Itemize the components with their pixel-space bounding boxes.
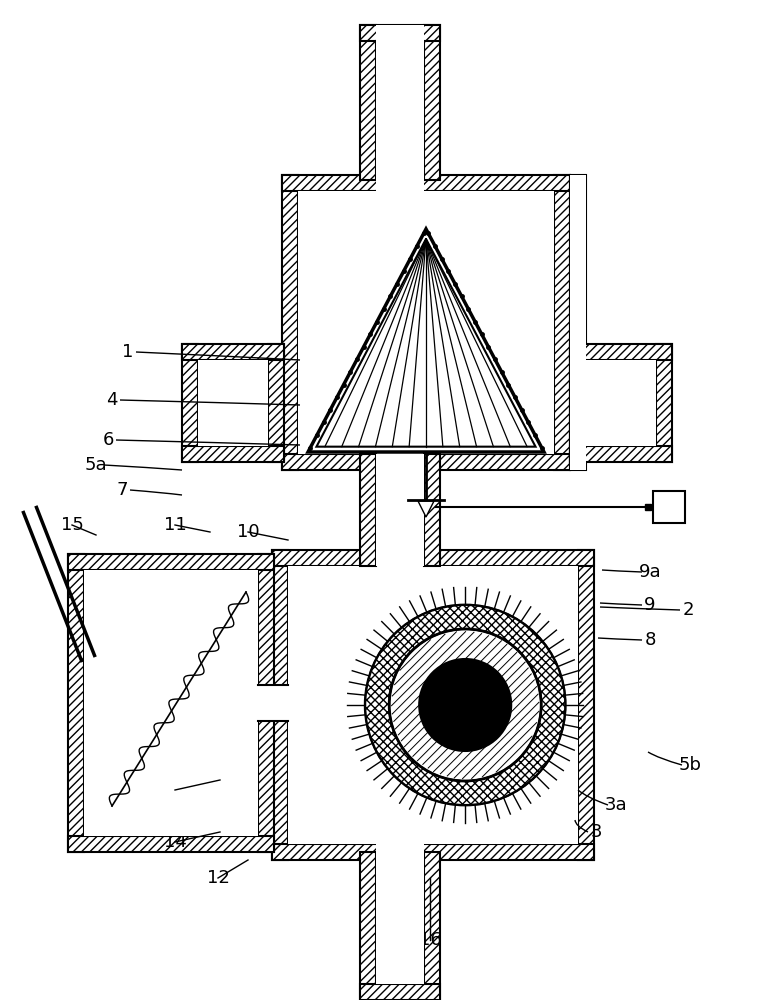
Bar bbox=[586, 360, 656, 446]
Bar bbox=[68, 554, 84, 852]
Bar bbox=[282, 175, 298, 470]
Polygon shape bbox=[316, 239, 536, 447]
Text: 1: 1 bbox=[122, 343, 134, 361]
Bar bbox=[257, 685, 289, 721]
Text: 2: 2 bbox=[682, 601, 694, 619]
Text: 7: 7 bbox=[116, 481, 128, 499]
Bar bbox=[424, 852, 440, 1000]
Bar bbox=[376, 454, 424, 566]
Bar bbox=[182, 344, 198, 462]
Text: 15: 15 bbox=[61, 516, 83, 534]
Bar bbox=[570, 175, 586, 470]
Bar bbox=[360, 25, 376, 180]
Text: 5a: 5a bbox=[85, 456, 107, 474]
Bar bbox=[570, 446, 672, 462]
Text: 3a: 3a bbox=[604, 796, 628, 814]
Bar bbox=[182, 344, 284, 360]
Text: 8: 8 bbox=[644, 631, 656, 649]
Bar bbox=[653, 491, 685, 523]
Text: 14: 14 bbox=[163, 833, 186, 851]
Bar bbox=[360, 852, 376, 1000]
Bar bbox=[376, 836, 424, 984]
Text: 13: 13 bbox=[163, 781, 186, 799]
Polygon shape bbox=[308, 229, 544, 452]
Bar bbox=[570, 344, 672, 360]
Text: 16: 16 bbox=[419, 931, 441, 949]
Bar bbox=[68, 554, 274, 570]
Bar bbox=[298, 191, 554, 454]
Text: 4: 4 bbox=[106, 391, 118, 409]
Bar bbox=[272, 550, 594, 566]
Bar bbox=[656, 344, 672, 462]
Bar bbox=[272, 550, 288, 860]
Bar bbox=[84, 570, 258, 836]
Bar bbox=[288, 566, 578, 844]
Polygon shape bbox=[418, 501, 434, 517]
Bar bbox=[360, 25, 440, 41]
Bar bbox=[424, 454, 440, 566]
Bar bbox=[578, 550, 594, 860]
Bar bbox=[376, 174, 424, 192]
Bar bbox=[570, 175, 586, 470]
Text: 12: 12 bbox=[206, 869, 229, 887]
Bar bbox=[268, 344, 284, 462]
Bar bbox=[376, 25, 424, 180]
Bar bbox=[198, 360, 268, 446]
Bar bbox=[570, 344, 586, 462]
Text: 3: 3 bbox=[591, 823, 601, 841]
Text: 11: 11 bbox=[163, 516, 186, 534]
Bar bbox=[424, 25, 440, 180]
Text: 10: 10 bbox=[236, 523, 259, 541]
Bar bbox=[554, 175, 570, 470]
Text: 6: 6 bbox=[102, 431, 114, 449]
Circle shape bbox=[419, 659, 511, 751]
Bar bbox=[272, 844, 594, 860]
Bar bbox=[68, 836, 274, 852]
Bar bbox=[282, 454, 570, 470]
Text: 5b: 5b bbox=[678, 756, 701, 774]
Text: 9: 9 bbox=[644, 596, 656, 614]
Text: 9a: 9a bbox=[638, 563, 661, 581]
Bar bbox=[360, 454, 376, 566]
Bar bbox=[182, 446, 284, 462]
Bar bbox=[360, 984, 440, 1000]
Bar bbox=[258, 554, 274, 852]
Bar bbox=[282, 175, 570, 191]
